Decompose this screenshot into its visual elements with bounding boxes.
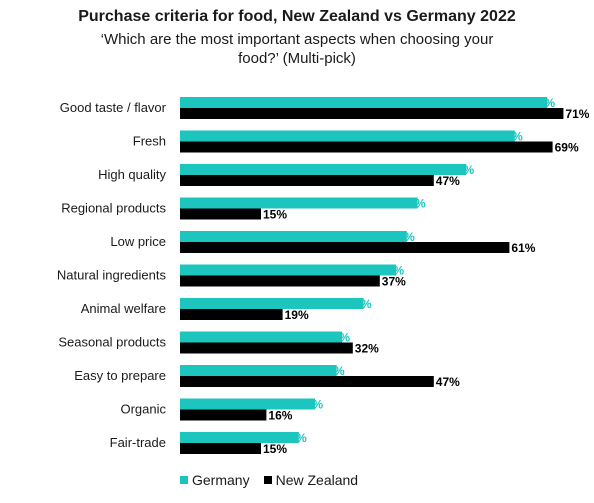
data-label-new-zealand-good-taste-flavor: 71% bbox=[565, 107, 589, 121]
bar-germany-good-taste-flavor bbox=[180, 97, 548, 108]
bar-germany-fresh bbox=[180, 130, 515, 142]
legend-swatch-germany bbox=[180, 476, 188, 484]
bar-new-zealand-easy-to-prepare bbox=[180, 376, 434, 387]
category-label-seasonal-products: Seasonal products bbox=[58, 335, 166, 350]
bar-new-zealand-animal-welfare bbox=[180, 309, 283, 320]
data-label-germany-animal-welfare: 34% bbox=[348, 297, 372, 311]
data-label-germany-fresh: 62% bbox=[499, 130, 523, 144]
data-label-germany-high-quality: 53% bbox=[450, 163, 474, 177]
category-label-animal-welfare: Animal welfare bbox=[81, 301, 166, 316]
chart-subtitle-line-2: food?’ (Multi-pick) bbox=[238, 50, 356, 67]
bar-new-zealand-regional-products bbox=[180, 208, 261, 220]
category-label-fresh: Fresh bbox=[133, 134, 166, 149]
bar-new-zealand-fresh bbox=[180, 141, 553, 153]
data-label-germany-seasonal-products: 30% bbox=[326, 331, 350, 345]
legend-label-germany: Germany bbox=[192, 472, 250, 488]
data-label-new-zealand-organic: 16% bbox=[268, 409, 292, 423]
chart-subtitle-line-1: ‘Which are the most important aspects wh… bbox=[100, 31, 494, 48]
category-label-fair-trade: Fair-trade bbox=[110, 435, 166, 450]
data-label-new-zealand-high-quality: 47% bbox=[436, 174, 460, 188]
bar-germany-natural-ingredients bbox=[180, 264, 396, 276]
data-label-new-zealand-easy-to-prepare: 47% bbox=[436, 375, 460, 389]
bar-germany-easy-to-prepare bbox=[180, 365, 337, 376]
data-label-germany-organic: 25% bbox=[299, 398, 323, 412]
legend: Germany New Zealand bbox=[180, 472, 358, 488]
data-label-germany-good-taste-flavor: 68% bbox=[531, 96, 555, 110]
bar-germany-fair-trade bbox=[180, 432, 299, 443]
data-label-new-zealand-fair-trade: 15% bbox=[263, 442, 287, 456]
bar-germany-animal-welfare bbox=[180, 298, 364, 309]
data-label-germany-regional-products: 44% bbox=[402, 197, 426, 211]
legend-label-new-zealand: New Zealand bbox=[275, 472, 359, 488]
data-label-new-zealand-animal-welfare: 19% bbox=[285, 308, 309, 322]
bar-germany-organic bbox=[180, 398, 315, 410]
legend-swatch-new-zealand bbox=[263, 476, 272, 484]
category-label-high-quality: High quality bbox=[98, 167, 166, 182]
data-label-germany-low-price: 42% bbox=[391, 230, 415, 244]
bar-germany-high-quality bbox=[180, 164, 467, 175]
legend-item-new-zealand: New Zealand bbox=[263, 472, 359, 488]
legend-item-germany: Germany bbox=[180, 472, 250, 488]
bar-new-zealand-fair-trade bbox=[180, 443, 261, 454]
bar-germany-seasonal-products bbox=[180, 331, 342, 343]
data-label-new-zealand-natural-ingredients: 37% bbox=[382, 275, 406, 289]
bar-germany-low-price bbox=[180, 231, 407, 242]
category-label-regional-products: Regional products bbox=[61, 201, 166, 216]
data-label-new-zealand-low-price: 61% bbox=[511, 241, 535, 255]
category-label-natural-ingredients: Natural ingredients bbox=[57, 268, 167, 283]
category-label-low-price: Low price bbox=[110, 234, 166, 249]
bar-new-zealand-good-taste-flavor bbox=[180, 108, 564, 119]
data-label-new-zealand-regional-products: 15% bbox=[263, 208, 287, 222]
bar-new-zealand-natural-ingredients bbox=[180, 275, 380, 287]
bar-new-zealand-seasonal-products bbox=[180, 342, 353, 354]
category-label-good-taste-flavor: Good taste / flavor bbox=[60, 100, 167, 115]
data-label-germany-easy-to-prepare: 29% bbox=[321, 364, 345, 378]
bar-new-zealand-low-price bbox=[180, 242, 510, 253]
bar-new-zealand-high-quality bbox=[180, 175, 434, 186]
data-label-new-zealand-seasonal-products: 32% bbox=[355, 342, 379, 356]
chart-title: Purchase criteria for food, New Zealand … bbox=[78, 8, 516, 25]
bar-germany-regional-products bbox=[180, 197, 418, 209]
bar-new-zealand-organic bbox=[180, 409, 267, 421]
category-label-organic: Organic bbox=[120, 402, 166, 417]
data-label-new-zealand-fresh: 69% bbox=[555, 141, 579, 155]
data-label-germany-fair-trade: 22% bbox=[283, 431, 307, 445]
category-label-easy-to-prepare: Easy to prepare bbox=[74, 368, 166, 383]
data-label-germany-natural-ingredients: 40% bbox=[380, 264, 404, 278]
